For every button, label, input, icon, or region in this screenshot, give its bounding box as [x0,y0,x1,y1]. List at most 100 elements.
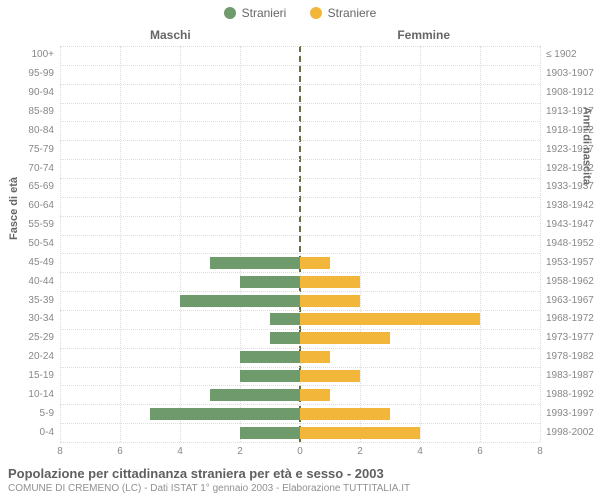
gridline-horizontal [60,423,540,424]
y-tick-age: 85-89 [4,106,54,117]
gridline-horizontal [60,121,540,122]
bar-female [300,408,390,420]
legend-item-female: Straniere [310,6,377,20]
column-title-male: Maschi [150,28,191,42]
age-row: 55-591943-1947 [60,216,540,235]
legend-item-male: Stranieri [224,6,287,20]
population-pyramid-chart: Stranieri Straniere Maschi Femmine Fasce… [0,0,600,500]
age-row: 15-191983-1987 [60,367,540,386]
bar-male [270,313,300,325]
age-row: 45-491953-1957 [60,253,540,272]
plot-area: 864202468100+≤ 190295-991903-190790-9419… [60,46,540,442]
x-tick-label: 6 [117,446,123,457]
age-row: 40-441958-1962 [60,272,540,291]
gridline-horizontal [60,65,540,66]
age-row: 10-141988-1992 [60,385,540,404]
legend: Stranieri Straniere [0,6,600,22]
gridline-horizontal [60,216,540,217]
y-tick-age: 10-14 [4,389,54,400]
y-tick-birth: 1968-1972 [546,313,600,324]
y-tick-age: 5-9 [4,408,54,419]
y-tick-age: 15-19 [4,370,54,381]
chart-footer: Popolazione per cittadinanza straniera p… [8,466,592,494]
gridline-horizontal [60,235,540,236]
y-tick-birth: 1993-1997 [546,408,600,419]
gridline-horizontal [60,103,540,104]
bar-female [300,276,360,288]
legend-swatch-male [224,7,236,19]
gridline-horizontal [60,197,540,198]
y-tick-birth: 1943-1947 [546,219,600,230]
age-row: 90-941908-1912 [60,84,540,103]
y-tick-age: 70-74 [4,163,54,174]
chart-title: Popolazione per cittadinanza straniera p… [8,466,592,481]
x-tick-label: 2 [357,446,363,457]
age-row: 60-641938-1942 [60,197,540,216]
bar-female [300,427,420,439]
y-tick-birth: 1958-1962 [546,276,600,287]
x-tick-label: 6 [477,446,483,457]
bar-female [300,257,330,269]
age-row: 75-791923-1927 [60,140,540,159]
x-tick-label: 4 [417,446,423,457]
y-tick-age: 100+ [4,49,54,60]
legend-label-male: Stranieri [242,6,287,20]
chart-subtitle: COMUNE DI CREMENO (LC) - Dati ISTAT 1° g… [8,483,592,494]
bar-male [270,332,300,344]
y-tick-birth: 1998-2002 [546,427,600,438]
bar-female [300,332,390,344]
age-row: 5-91993-1997 [60,404,540,423]
y-tick-age: 0-4 [4,427,54,438]
gridline-horizontal [60,253,540,254]
age-row: 20-241978-1982 [60,348,540,367]
gridline-horizontal [60,291,540,292]
y-tick-age: 20-24 [4,351,54,362]
column-title-female: Femmine [397,28,450,42]
gridline-horizontal [60,367,540,368]
y-tick-birth: 1918-1922 [546,125,600,136]
bar-male [180,295,300,307]
y-tick-age: 75-79 [4,144,54,155]
bar-male [240,276,300,288]
gridline-horizontal [60,310,540,311]
y-tick-birth: 1928-1932 [546,163,600,174]
age-row: 100+≤ 1902 [60,46,540,65]
legend-swatch-female [310,7,322,19]
gridline-horizontal [60,348,540,349]
bar-female [300,351,330,363]
age-row: 70-741928-1932 [60,159,540,178]
bar-male [150,408,300,420]
y-tick-birth: ≤ 1902 [546,49,600,60]
gridline-horizontal [60,329,540,330]
age-row: 50-541948-1952 [60,235,540,254]
y-tick-birth: 1948-1952 [546,238,600,249]
y-tick-age: 60-64 [4,200,54,211]
y-tick-birth: 1903-1907 [546,68,600,79]
gridline-horizontal [60,84,540,85]
y-tick-birth: 1953-1957 [546,257,600,268]
age-row: 65-691933-1937 [60,178,540,197]
x-tick-label: 8 [57,446,63,457]
gridline-horizontal [60,272,540,273]
age-row: 25-291973-1977 [60,329,540,348]
age-row: 0-41998-2002 [60,423,540,442]
x-tick-label: 8 [537,446,543,457]
y-tick-birth: 1973-1977 [546,332,600,343]
y-tick-birth: 1908-1912 [546,87,600,98]
y-tick-age: 45-49 [4,257,54,268]
y-tick-birth: 1933-1937 [546,181,600,192]
bar-female [300,389,330,401]
gridline-vertical [540,46,541,442]
y-tick-birth: 1978-1982 [546,351,600,362]
bar-female [300,370,360,382]
x-tick-label: 0 [297,446,303,457]
bar-male [210,389,300,401]
bar-male [210,257,300,269]
x-tick-label: 4 [177,446,183,457]
x-tick-label: 2 [237,446,243,457]
gridline-horizontal [60,159,540,160]
y-tick-birth: 1938-1942 [546,200,600,211]
gridline-horizontal [60,385,540,386]
y-tick-age: 35-39 [4,295,54,306]
age-row: 30-341968-1972 [60,310,540,329]
